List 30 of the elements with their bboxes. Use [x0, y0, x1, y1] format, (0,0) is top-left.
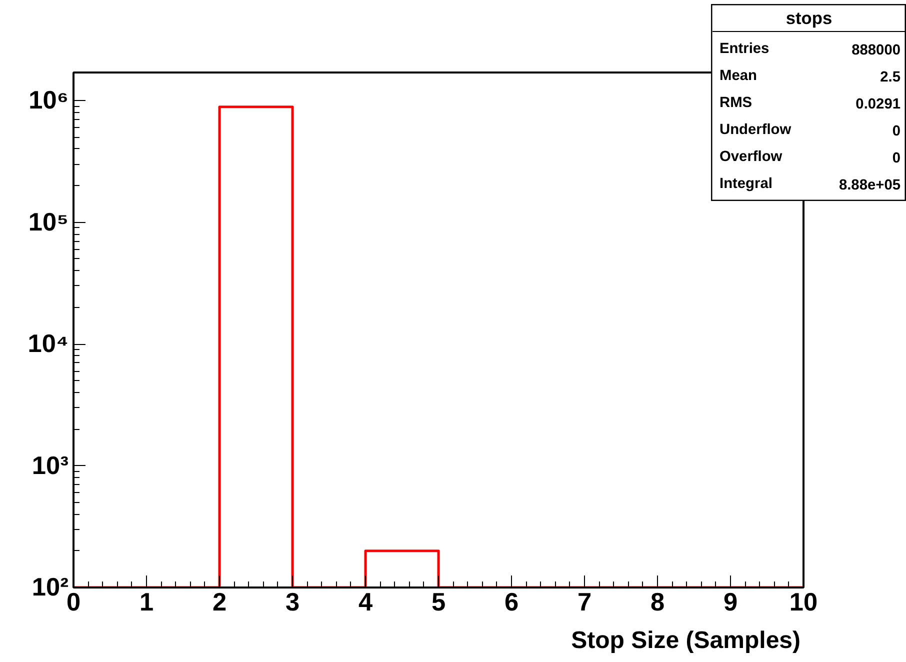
- text: stops: [786, 8, 832, 28]
- text: 8.88e+05: [838, 178, 901, 194]
- y-tick-label: 10³: [32, 452, 68, 480]
- x-tick-label: 8: [650, 588, 665, 616]
- text: 0.0291: [856, 96, 900, 112]
- y-tick-label: 10²: [32, 574, 68, 602]
- annotation: Mean: [720, 68, 758, 84]
- x-tick-label: 6: [504, 588, 519, 616]
- x-tick-label: 4: [358, 588, 373, 616]
- x-tick-label: 3: [285, 588, 300, 616]
- y-tick-label: 10⁶: [28, 86, 69, 115]
- annotation: RMS: [720, 95, 752, 111]
- x-tick-label: 2: [212, 588, 227, 616]
- y-tick-label: 10⁴: [28, 330, 68, 358]
- text: 2.5: [880, 70, 900, 86]
- x-tick-label: 7: [577, 588, 592, 616]
- text: Entries: [720, 41, 770, 57]
- text: 0: [892, 124, 901, 140]
- x-tick-label: 9: [723, 588, 738, 616]
- x-tick-label: 0: [66, 588, 81, 616]
- x-axis-title: Stop Size (Samples): [571, 627, 801, 654]
- x-tick-label: 10: [789, 588, 818, 616]
- annotation: Underflow: [720, 122, 792, 138]
- x-tick-label: 1: [139, 588, 154, 616]
- annotation: Overflow: [720, 149, 783, 165]
- annotation: Integral: [720, 176, 772, 192]
- text: 0: [892, 150, 901, 166]
- y-tick-label: 10⁵: [28, 208, 69, 236]
- x-tick-label: 5: [431, 588, 446, 616]
- text: 888000: [852, 42, 901, 58]
